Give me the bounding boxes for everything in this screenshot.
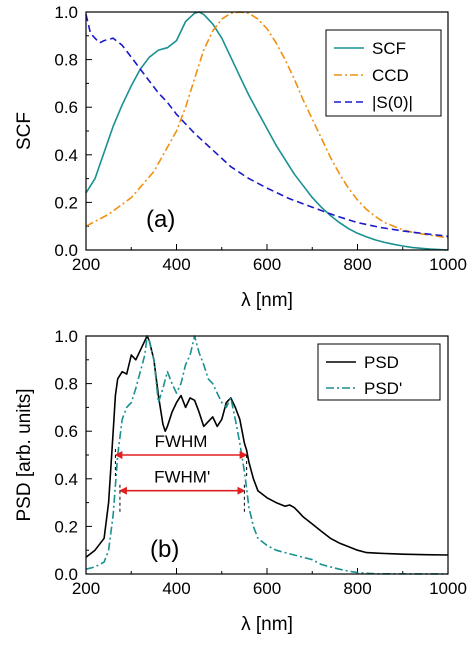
y-tick-label: 0.4 bbox=[54, 146, 78, 165]
plot-frame-b bbox=[85, 335, 449, 575]
x-tick-label: 400 bbox=[162, 579, 190, 598]
x-tick-label: 600 bbox=[253, 579, 281, 598]
y-tick-label: 0.2 bbox=[54, 517, 78, 536]
annotations-b: FWHM FWHM' bbox=[114, 432, 248, 515]
y-tick-label: 0.8 bbox=[54, 51, 78, 70]
legend-entry-label: CCD bbox=[372, 66, 409, 85]
y-tick-label: 0.4 bbox=[54, 470, 78, 489]
legend-box-a bbox=[325, 29, 442, 117]
panel-a: 200 400 600 800 1000 0.00.20.40.60.81.0 (a) … bbox=[14, 3, 467, 311]
y-tick-label: 0.0 bbox=[54, 241, 78, 260]
x-tick-label: 200 bbox=[72, 579, 100, 598]
series-line-a-0 bbox=[85, 11, 449, 251]
panel-label-b: (b) bbox=[150, 536, 179, 563]
series-group-a bbox=[85, 11, 449, 251]
panel-label-a: (a) bbox=[146, 206, 175, 233]
x-axis-label-b: λ [nm] bbox=[241, 614, 293, 635]
fwhm-label: FWHM bbox=[155, 432, 208, 451]
series-line-b-1 bbox=[85, 335, 449, 575]
plot-frame-a bbox=[85, 11, 449, 251]
y-axis-label-b: PSD [arb. units] bbox=[14, 388, 35, 521]
y-tick-label: 1.0 bbox=[54, 3, 78, 22]
legend-b: PSD PSD' bbox=[317, 343, 441, 401]
x-tick-label: 400 bbox=[162, 255, 190, 274]
x-tick-label: 800 bbox=[343, 579, 371, 598]
y-tick-label: 0.8 bbox=[54, 375, 78, 394]
y-tick-label: 0.6 bbox=[54, 422, 78, 441]
y-axis-label-a: SCF bbox=[14, 112, 35, 150]
y-tick-label: 0.2 bbox=[54, 193, 78, 212]
y-ticks-a: 0.0 0.2 0.4 0.6 0.8 1.0 bbox=[54, 3, 92, 260]
x-tick-label: 600 bbox=[253, 255, 281, 274]
panel-b: 200 400 600 800 1000 0.0 0.2 0.4 0.6 0.8 1.0 FWHM… bbox=[14, 327, 467, 635]
series-line-a-1 bbox=[85, 11, 449, 239]
y-tick-label: 0.0 bbox=[54, 565, 78, 584]
fwhm-label: FWHM' bbox=[154, 468, 210, 487]
legend-entry-label: |S(0)| bbox=[372, 93, 413, 112]
x-tick-label: 800 bbox=[343, 255, 371, 274]
x-tick-label: 1000 bbox=[429, 579, 467, 598]
legend-entry-label: SCF bbox=[372, 39, 406, 58]
y-tick-label: 0.6 bbox=[54, 98, 78, 117]
series-line-b-0 bbox=[85, 335, 449, 558]
series-group-b bbox=[85, 335, 449, 575]
x-tick-label: 1000 bbox=[429, 255, 467, 274]
x-ticks-b: 200 400 600 800 1000 bbox=[72, 568, 467, 598]
legend-entry-label: PSD' bbox=[364, 379, 402, 398]
series-line-a-2 bbox=[85, 14, 449, 237]
legend-a: SCF CCD |S(0)| bbox=[325, 29, 442, 117]
y-tick-label: 1.0 bbox=[54, 327, 78, 346]
x-ticks-a: 200 400 600 800 1000 bbox=[72, 244, 467, 274]
legend-entry-label: PSD bbox=[364, 353, 399, 372]
x-tick-label: 200 bbox=[72, 255, 100, 274]
y-ticks-b: 0.0 0.2 0.4 0.6 0.8 1.0 bbox=[54, 327, 92, 584]
x-axis-label-a: λ [nm] bbox=[241, 290, 293, 311]
legend-box-b bbox=[317, 343, 441, 401]
